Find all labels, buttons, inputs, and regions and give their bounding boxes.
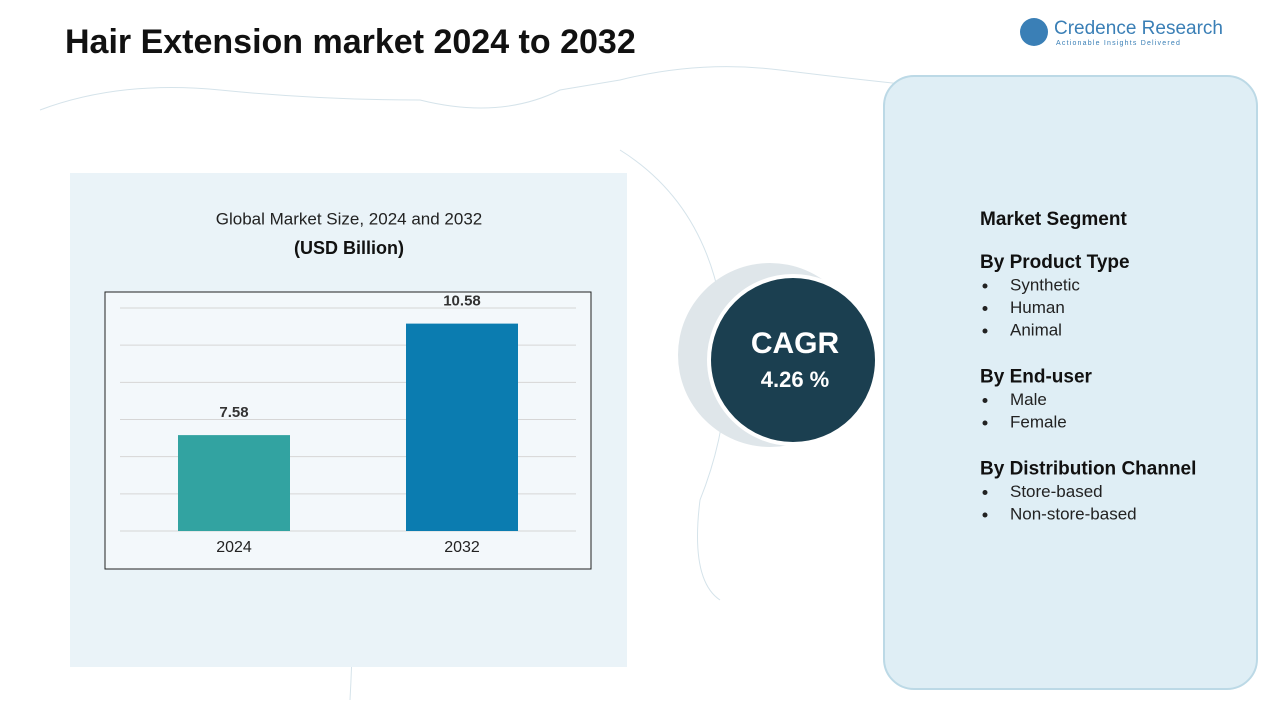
bullet [982,283,988,289]
segment-item: Human [1010,298,1065,317]
logo-icon [1020,18,1048,46]
value-label: 7.58 [219,404,248,421]
segment-group-title: By End-user [980,367,1093,388]
x-tick-label: 2024 [216,539,252,556]
segment-item: Animal [1010,320,1062,339]
chart-subtitle: (USD Billion) [294,238,404,258]
bullet [982,512,988,518]
plot: 2024 7.58 2032 10.58 [120,293,576,556]
chart-frame [104,291,592,570]
logo-name: Credence Research [1054,18,1223,39]
bullet [982,398,988,403]
cagr-label: CAGR [751,327,840,360]
segment-item: Store-based [1010,482,1103,501]
bullet [982,420,988,426]
segment-list: By Product Type Synthetic Human Animal By En… [980,252,1196,523]
segment-group-title: By Distribution Channel [980,459,1196,480]
segment-item: Synthetic [1010,275,1080,294]
bullet [982,306,988,311]
x-tick-label: 2032 [444,539,480,556]
segment-item: Female [1010,412,1067,431]
cagr-value: 4.26 % [761,367,830,392]
segment-group-title: By Product Type [980,252,1130,273]
bullet [982,328,988,334]
value-label: 10.58 [443,293,481,310]
segment-item: Non-store-based [1010,504,1137,523]
bar [406,323,518,531]
page-title: Hair Extension market 2024 to 2032 [65,23,636,61]
logo-tagline: Actionable Insights Delivered [1056,40,1181,47]
cagr-circle [707,274,879,446]
bullet [982,490,988,495]
segment-item: Male [1010,390,1047,409]
chart-title: Global Market Size, 2024 and 2032 [216,209,483,228]
segment-title: Market Segment [980,209,1127,230]
logo: Credence Research Actionable Insights De… [1020,18,1223,47]
segment-panel [883,75,1258,690]
bar [178,435,290,531]
